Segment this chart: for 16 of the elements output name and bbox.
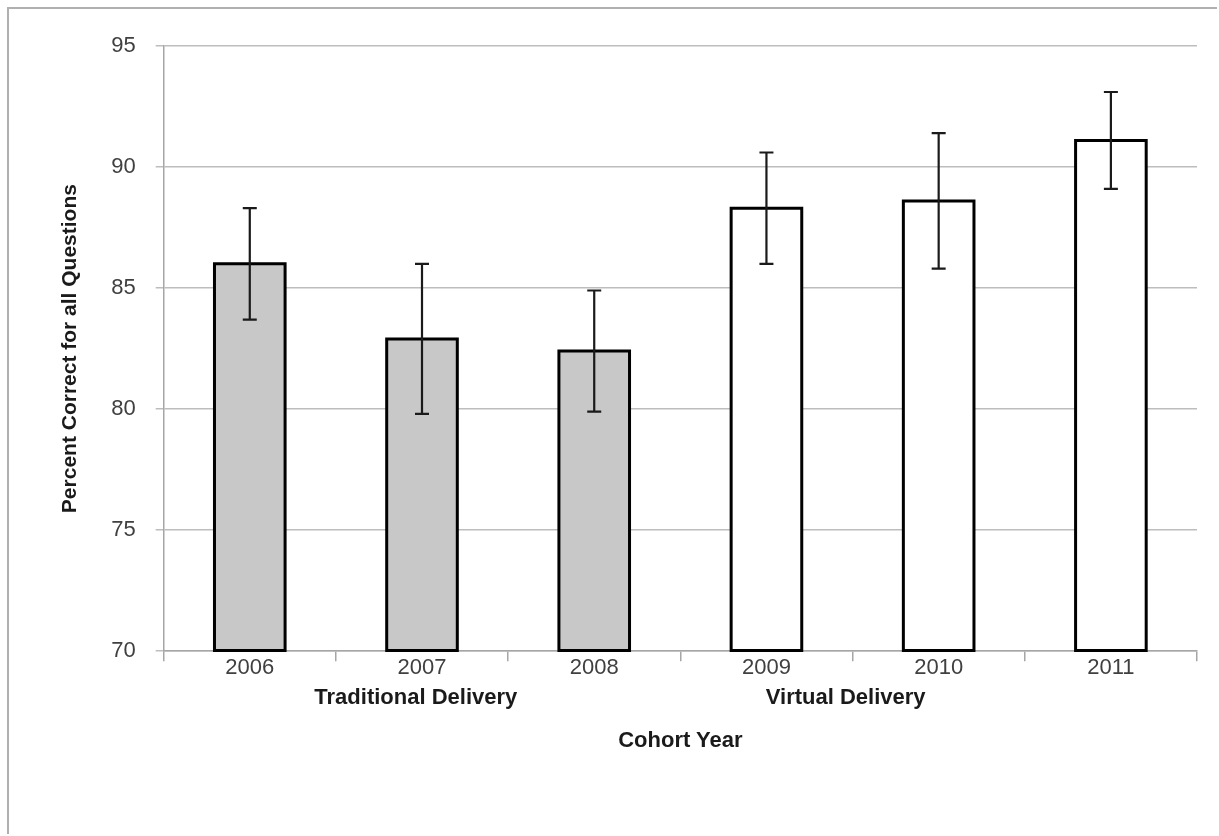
y-tick-label: 80 [111, 395, 136, 421]
y-tick-label: 70 [111, 637, 136, 663]
text: Virtual Delivery [765, 684, 927, 710]
x-axis-title: Cohort Year [618, 726, 743, 752]
x-tick-label: 2006 [225, 654, 275, 680]
y-tick-label: 90 [111, 153, 136, 179]
y-tick-label: 95 [111, 32, 136, 58]
x-tick-label: 2010 [914, 654, 964, 680]
text: Traditional Delivery [314, 684, 519, 710]
y-tick-label: 85 [111, 274, 136, 300]
y-axis-title: Percent Correct for all Questions [57, 184, 81, 514]
x-tick-label: 2009 [741, 654, 791, 680]
x-tick-label: 2011 [1087, 654, 1135, 680]
x-tick-label: 2008 [569, 654, 619, 680]
y-tick-label: 75 [111, 516, 136, 542]
x-tick-label: 2007 [397, 654, 447, 680]
